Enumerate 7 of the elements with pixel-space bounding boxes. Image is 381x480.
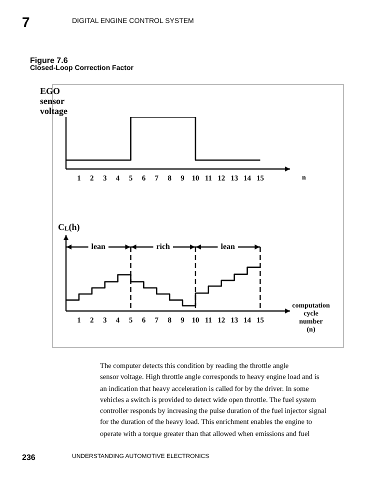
y-axis-title: EGO sensor voltage [40,86,68,116]
chart-title: Figure 7.6 [30,56,68,65]
text: 236 [22,453,36,462]
text: lean [91,242,106,252]
text: rich [156,242,171,252]
text: 7 [22,14,30,30]
text: lean [220,242,236,252]
